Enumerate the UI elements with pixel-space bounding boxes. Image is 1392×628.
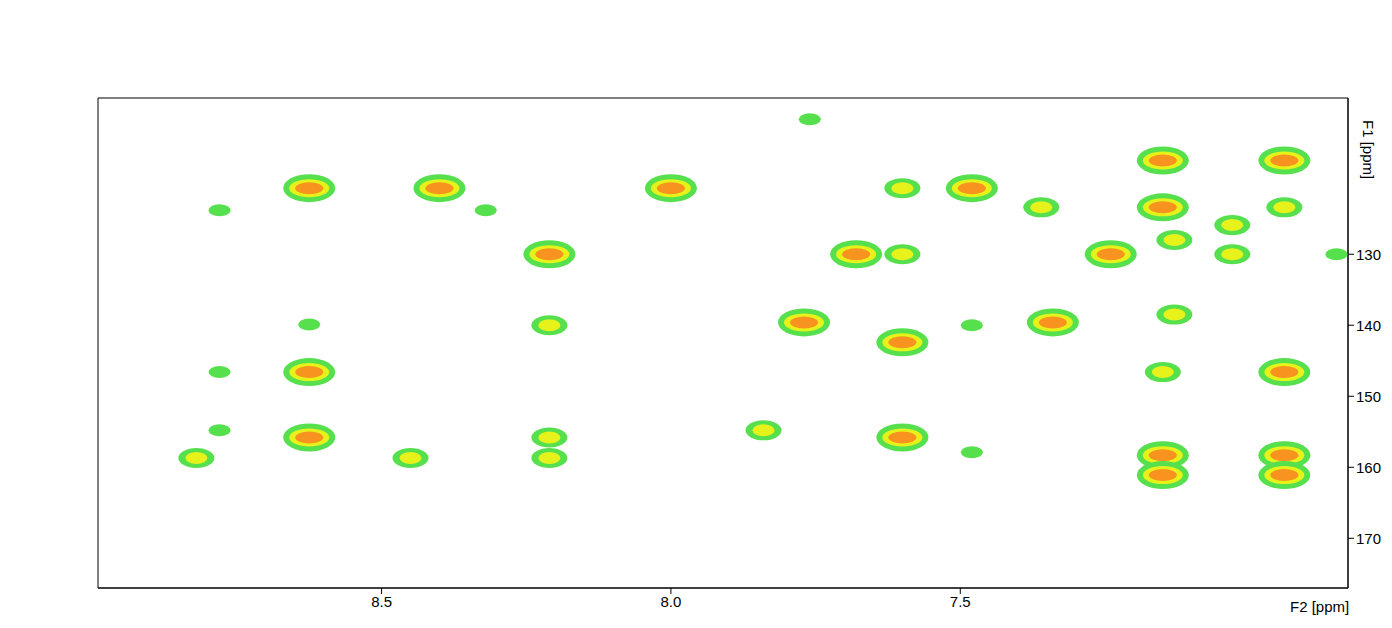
- svg-text:8.0: 8.0: [660, 593, 681, 610]
- svg-text:140: 140: [1356, 317, 1381, 334]
- svg-text:7.5: 7.5: [950, 593, 971, 610]
- html-text:F1 [ppm]: F1 [ppm]: [1360, 120, 1377, 180]
- svg-text:130: 130: [1356, 246, 1381, 263]
- svg-text:150: 150: [1356, 388, 1381, 405]
- svg-text:170: 170: [1356, 530, 1381, 547]
- svg-text:160: 160: [1356, 459, 1381, 476]
- html-text:F2 [ppm]: F2 [ppm]: [1290, 598, 1350, 615]
- svg-text:8.5: 8.5: [371, 593, 392, 610]
